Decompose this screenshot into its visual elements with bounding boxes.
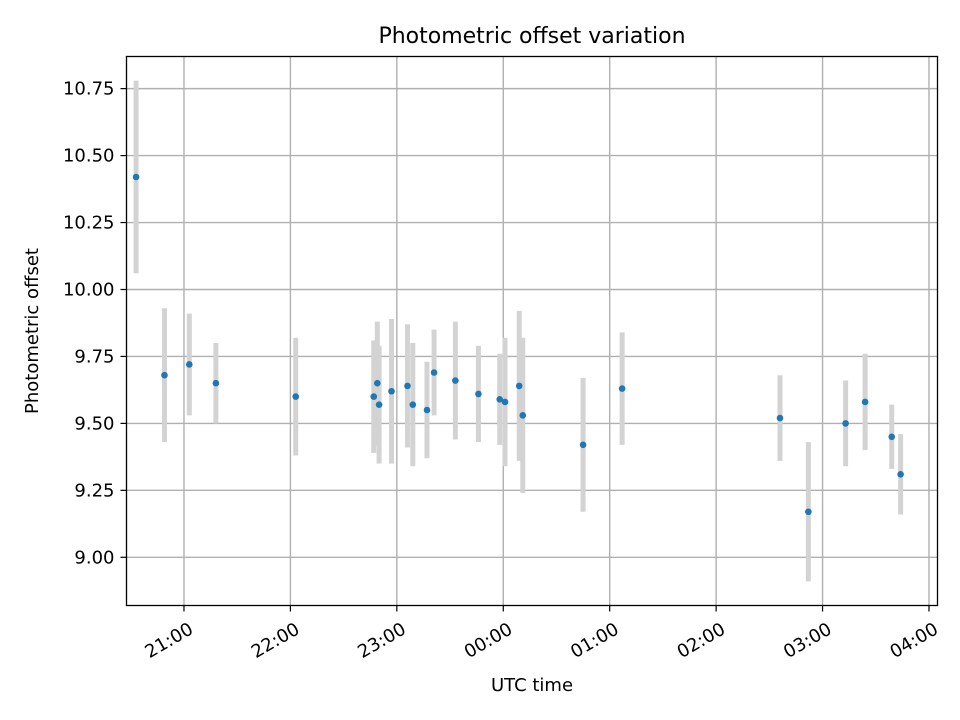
plot-frame bbox=[125, 55, 939, 607]
data-points bbox=[132, 173, 904, 516]
data-point bbox=[388, 387, 395, 395]
y-tick-label: 9.25 bbox=[74, 480, 114, 501]
data-point bbox=[897, 470, 904, 478]
data-point bbox=[618, 385, 626, 392]
data-point bbox=[161, 371, 168, 379]
data-point bbox=[452, 377, 459, 384]
data-point bbox=[132, 173, 140, 181]
data-point bbox=[579, 441, 587, 449]
data-point bbox=[496, 395, 504, 403]
x-axis-label: UTC time bbox=[491, 675, 573, 696]
data-point bbox=[185, 361, 193, 368]
y-tick-label: 10.75 bbox=[63, 79, 115, 100]
y-tick-label: 10.00 bbox=[63, 279, 115, 300]
chart-title: Photometric offset variation bbox=[378, 24, 685, 49]
data-point bbox=[212, 379, 220, 387]
data-point bbox=[501, 398, 509, 406]
y-tick-label: 9.75 bbox=[74, 346, 114, 367]
y-tick-label: 9.00 bbox=[74, 547, 114, 568]
data-point bbox=[842, 420, 849, 427]
data-point bbox=[888, 433, 896, 441]
data-point bbox=[370, 393, 378, 400]
data-point bbox=[519, 412, 527, 419]
data-point bbox=[423, 406, 431, 414]
y-tick-label: 10.25 bbox=[63, 213, 115, 234]
data-point bbox=[515, 382, 523, 390]
y-tick-label: 9.50 bbox=[74, 413, 114, 434]
data-point bbox=[805, 508, 812, 516]
data-point bbox=[475, 390, 482, 398]
data-point bbox=[430, 369, 438, 376]
data-point bbox=[409, 401, 417, 408]
data-point bbox=[861, 398, 869, 406]
grid bbox=[126, 56, 938, 606]
data-point bbox=[374, 379, 381, 387]
y-tick-label: 10.50 bbox=[63, 146, 115, 167]
y-axis-ticks: 9.00 9.25 9.50 9.75 10.00 10.25 10.50 10.75 bbox=[63, 79, 127, 568]
data-point bbox=[375, 401, 383, 408]
y-axis-label: Photometric offset bbox=[22, 248, 43, 414]
data-point bbox=[776, 414, 784, 422]
data-point bbox=[292, 393, 300, 400]
data-point bbox=[404, 382, 411, 390]
